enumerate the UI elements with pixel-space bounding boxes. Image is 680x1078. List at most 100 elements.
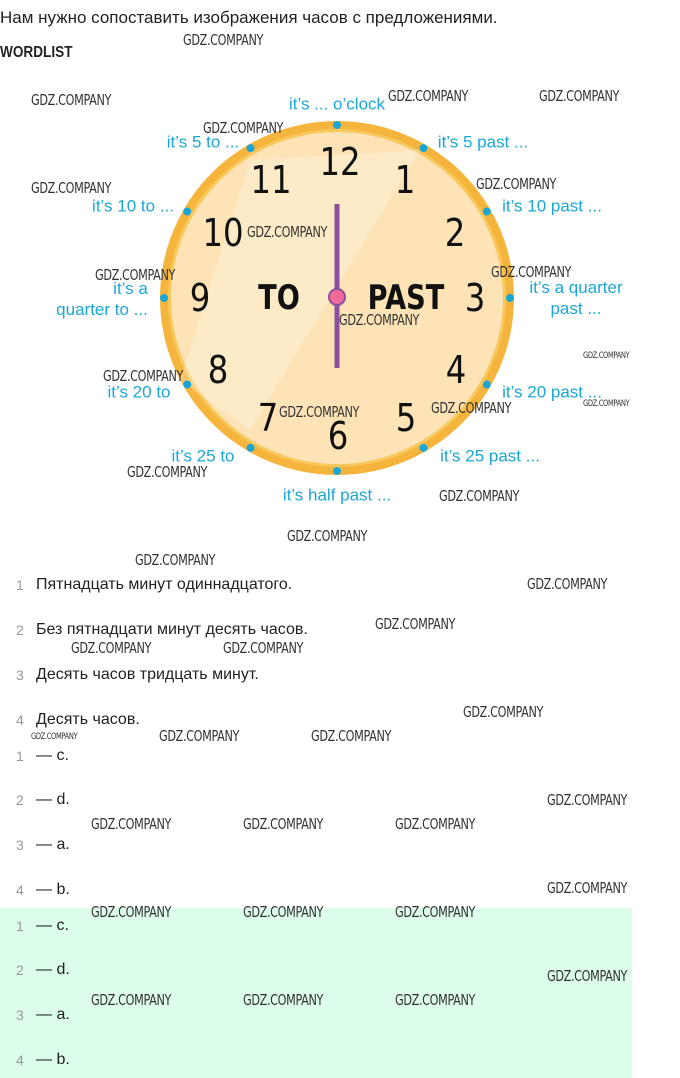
item-number: 4 xyxy=(16,712,24,728)
label-25-to: it’s 25 to xyxy=(171,446,235,466)
item-text: Пятнадцать минут одиннадцатого. xyxy=(36,576,293,593)
clock-number-7: 7 xyxy=(257,396,279,440)
watermark: GDZ.COMPANY xyxy=(547,967,628,985)
wordlist-heading: WORDLIST xyxy=(0,44,73,61)
item-number: 1 xyxy=(16,918,24,934)
watermark: GDZ.COMPANY xyxy=(395,991,476,1009)
answer-item: 1 — c. xyxy=(0,745,69,767)
label-25-past: it’s 25 past ... xyxy=(440,446,540,466)
clock-face-stripe xyxy=(180,150,420,430)
watermark: GDZ.COMPANY xyxy=(31,91,112,109)
watermark: GDZ.COMPANY xyxy=(103,367,184,385)
item-text: — c. xyxy=(36,747,69,764)
highlighted-answer-item: 4 — b. xyxy=(0,1049,70,1071)
label-5-to: it’s 5 to ... xyxy=(166,132,240,152)
item-number: 1 xyxy=(16,577,24,593)
watermark: GDZ.COMPANY xyxy=(388,87,469,105)
clock-number-10: 10 xyxy=(202,211,244,255)
clock-number-1: 1 xyxy=(394,158,416,202)
label-quarter-past-line1: it’s a quarter xyxy=(529,278,623,297)
watermark: GDZ.COMPANY xyxy=(311,727,392,745)
watermark: GDZ.COMPANY xyxy=(491,263,572,281)
clock-number-5: 5 xyxy=(395,396,417,440)
item-number: 2 xyxy=(16,962,24,978)
sentence-item: 2 Без пятнадцати минут десять часов. xyxy=(0,619,308,641)
watermark: GDZ.COMPANY xyxy=(439,487,520,505)
watermark: GDZ.COMPANY xyxy=(223,639,304,657)
task-text: Нам нужно сопоставить изображения часов … xyxy=(0,8,498,27)
label-20-to: it’s 20 to xyxy=(107,382,171,402)
watermark: GDZ.COMPANY xyxy=(583,351,630,361)
label-quarter-to: it’s a quarter to ... xyxy=(56,278,148,320)
answer-item: 4 — b. xyxy=(0,879,70,901)
item-number: 2 xyxy=(16,792,24,808)
clock-number-3: 3 xyxy=(464,276,486,320)
highlighted-answer-item: 2 — d. xyxy=(0,959,70,981)
clock-number-8: 8 xyxy=(207,348,229,392)
item-text: — a. xyxy=(36,1006,70,1023)
watermark: GDZ.COMPANY xyxy=(91,991,172,1009)
item-number: 3 xyxy=(16,837,24,853)
watermark: GDZ.COMPANY xyxy=(71,639,152,657)
item-text: — c. xyxy=(36,917,69,934)
watermark: GDZ.COMPANY xyxy=(203,119,284,137)
clock-tick-dot xyxy=(333,467,341,475)
watermark: GDZ.COMPANY xyxy=(463,703,544,721)
watermark: GDZ.COMPANY xyxy=(135,551,216,569)
item-number: 4 xyxy=(16,1052,24,1068)
clock-center xyxy=(328,288,346,306)
watermark: GDZ.COMPANY xyxy=(243,991,324,1009)
clock-tick-dot xyxy=(333,121,341,129)
watermark: GDZ.COMPANY xyxy=(183,31,264,49)
watermark: GDZ.COMPANY xyxy=(395,815,476,833)
answer-item: 3 — a. xyxy=(0,834,70,856)
label-quarter-to-line2: quarter to ... xyxy=(56,300,148,319)
clock-tick-dot xyxy=(419,443,428,452)
watermark: GDZ.COMPANY xyxy=(527,575,608,593)
watermark: GDZ.COMPANY xyxy=(539,87,620,105)
watermark: GDZ.COMPANY xyxy=(375,615,456,633)
sentence-item: 3 Десять часов тридцать минут. xyxy=(0,664,259,686)
past-label: PAST xyxy=(367,278,445,318)
clock-number-6: 6 xyxy=(327,414,349,458)
watermark: GDZ.COMPANY xyxy=(91,815,172,833)
sentence-item: 4 Десять часов. xyxy=(0,709,140,731)
clock-tick-dot xyxy=(246,443,255,452)
label-quarter-past: it’s a quarter past ... xyxy=(529,277,622,319)
watermark: GDZ.COMPANY xyxy=(279,403,360,421)
watermark: GDZ.COMPANY xyxy=(247,223,328,241)
label-oclock: it’s ... o’clock xyxy=(288,94,386,114)
label-quarter-to-line1: it’s a xyxy=(113,279,148,298)
watermark: GDZ.COMPANY xyxy=(243,815,324,833)
item-text: — d. xyxy=(36,791,70,808)
item-text: — b. xyxy=(36,881,70,898)
clock-number-11: 11 xyxy=(250,158,292,202)
item-number: 3 xyxy=(16,667,24,683)
item-number: 2 xyxy=(16,622,24,638)
watermark: GDZ.COMPANY xyxy=(339,311,420,329)
clock-number-2: 2 xyxy=(444,211,466,255)
item-text: — a. xyxy=(36,836,70,853)
label-5-past: it’s 5 past ... xyxy=(437,132,529,152)
clock-tick-dot xyxy=(160,294,168,302)
clock-tick-dot xyxy=(419,144,428,153)
clock-tick-dot xyxy=(183,207,192,216)
watermark: GDZ.COMPANY xyxy=(431,399,512,417)
label-10-past: it’s 10 past ... xyxy=(502,196,602,216)
clock-number-4: 4 xyxy=(445,348,467,392)
watermark: GDZ.COMPANY xyxy=(476,175,557,193)
item-text: Десять часов. xyxy=(36,711,140,728)
item-text: Десять часов тридцать минут. xyxy=(36,666,259,683)
item-text: — b. xyxy=(36,1051,70,1068)
label-10-to: it’s 10 to ... xyxy=(92,196,174,216)
clock-tick-dot xyxy=(506,294,514,302)
item-text: Без пятнадцати минут десять часов. xyxy=(36,621,308,638)
sentence-item: 1 Пятнадцать минут одиннадцатого. xyxy=(0,574,292,596)
highlighted-answer-item: 1 — c. xyxy=(0,915,69,937)
watermark: GDZ.COMPANY xyxy=(95,266,176,284)
watermark: GDZ.COMPANY xyxy=(31,732,78,742)
watermark: GDZ.COMPANY xyxy=(127,463,208,481)
watermark: GDZ.COMPANY xyxy=(395,903,476,921)
label-quarter-past-line2: past ... xyxy=(550,299,602,318)
clock-tick-dot xyxy=(482,207,491,216)
